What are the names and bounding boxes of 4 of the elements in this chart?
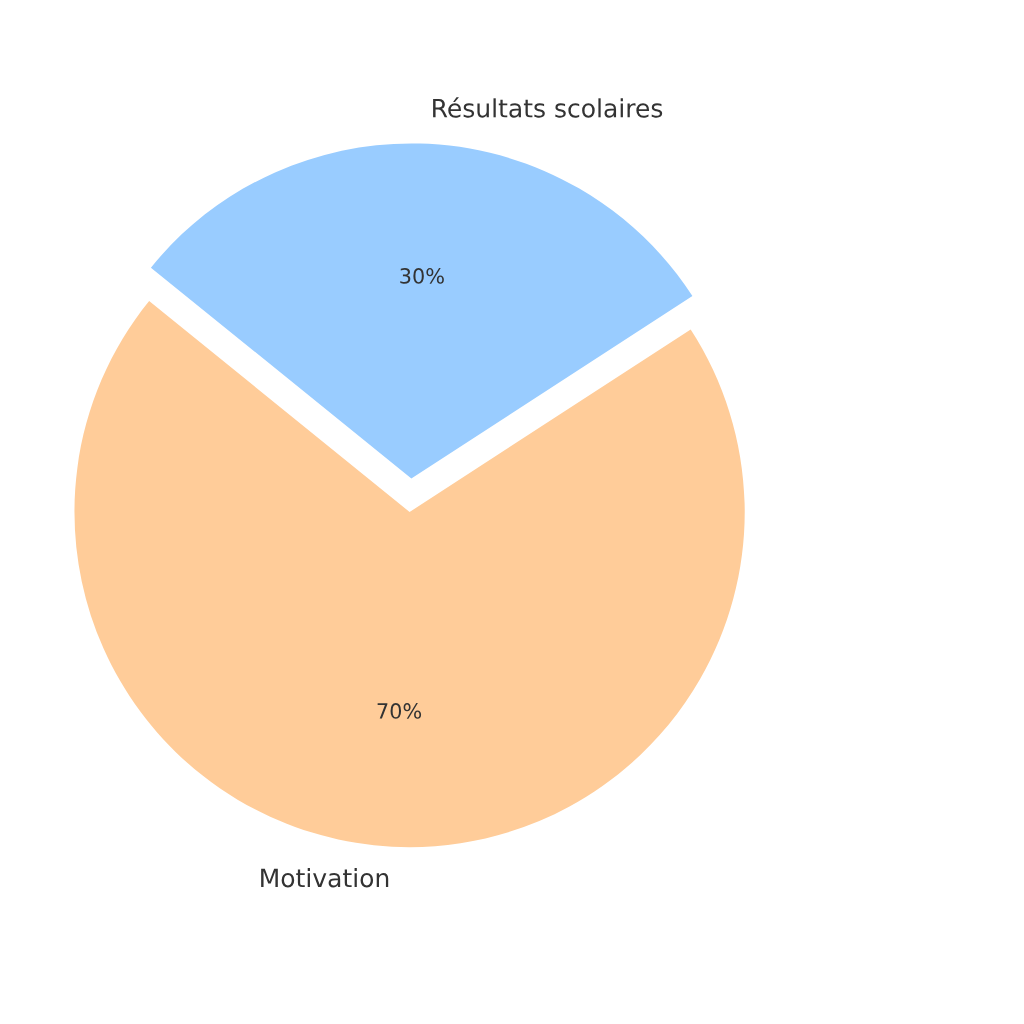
data-label: 30% <box>400 268 444 284</box>
slice-label: Motivation <box>261 868 389 888</box>
slice-label: Résultats scolaires <box>433 97 663 118</box>
data-label: 70% <box>377 703 422 719</box>
